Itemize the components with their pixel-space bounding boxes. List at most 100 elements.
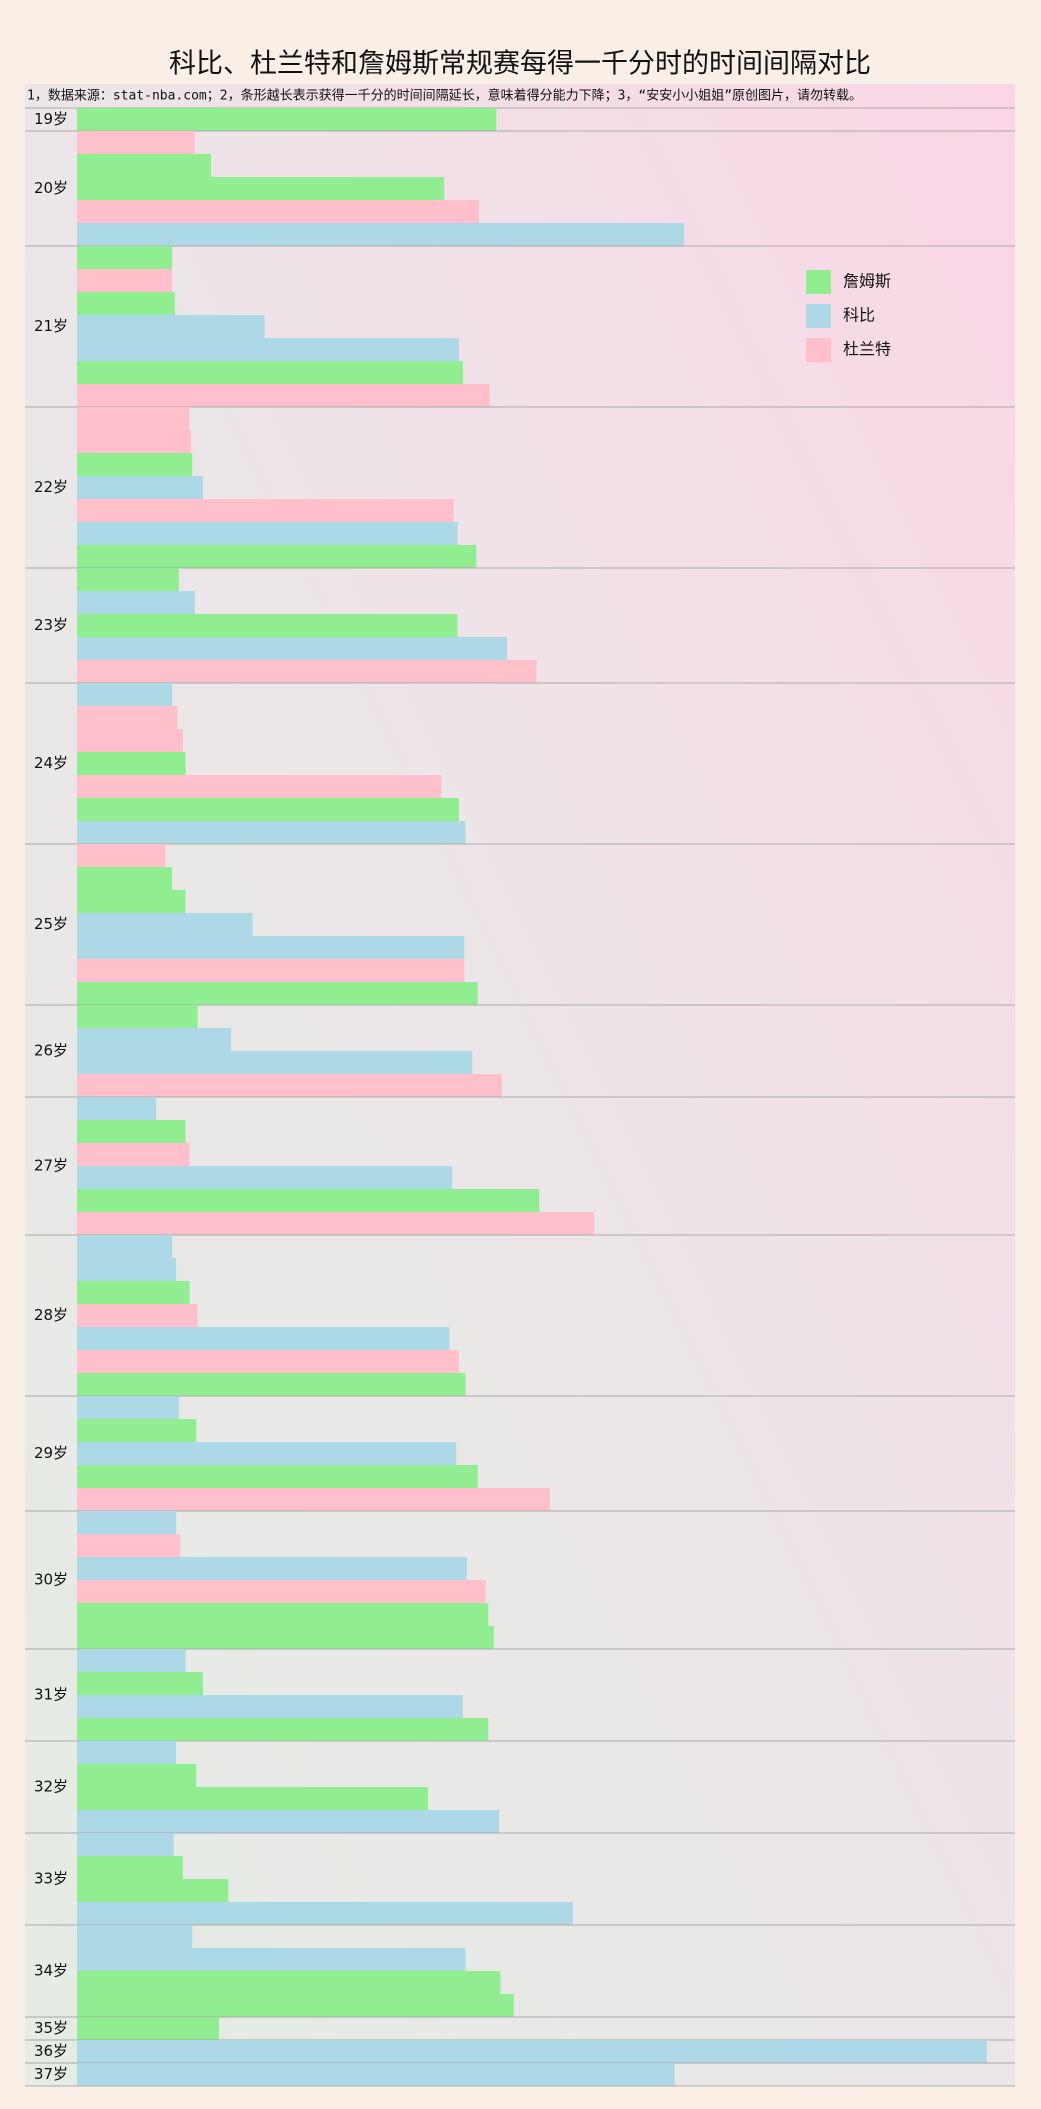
bar bbox=[77, 499, 454, 522]
bar bbox=[77, 1718, 489, 1741]
y-tick-label: 35岁 bbox=[34, 2019, 68, 2037]
bar bbox=[77, 1856, 183, 1879]
bar bbox=[77, 292, 175, 315]
bar bbox=[77, 223, 685, 246]
bar bbox=[77, 361, 463, 384]
bar bbox=[77, 1971, 501, 1994]
bar bbox=[77, 1626, 494, 1649]
legend-swatch bbox=[806, 338, 831, 362]
bar bbox=[77, 1948, 466, 1971]
bar bbox=[77, 1465, 478, 1488]
bar bbox=[77, 108, 497, 131]
bar bbox=[77, 1442, 457, 1465]
y-tick-label: 33岁 bbox=[34, 1870, 68, 1888]
y-tick-label: 29岁 bbox=[34, 1444, 68, 1462]
bar bbox=[77, 936, 465, 959]
bar bbox=[77, 1235, 173, 1258]
bar bbox=[77, 798, 459, 821]
bar bbox=[77, 131, 195, 154]
bar bbox=[77, 1833, 174, 1856]
bar bbox=[77, 683, 173, 706]
y-tick-label: 31岁 bbox=[34, 1686, 68, 1704]
bar bbox=[77, 1097, 157, 1120]
y-tick-label: 28岁 bbox=[34, 1306, 68, 1324]
bar bbox=[77, 660, 537, 683]
bar bbox=[77, 2040, 987, 2063]
bar bbox=[77, 775, 442, 798]
bar bbox=[77, 430, 191, 453]
y-tick-label: 26岁 bbox=[34, 1042, 68, 1060]
bar bbox=[77, 315, 265, 338]
bar bbox=[77, 1741, 177, 1764]
y-tick-label: 37岁 bbox=[34, 2065, 68, 2083]
y-tick-label: 24岁 bbox=[34, 754, 68, 772]
bar bbox=[77, 1028, 232, 1051]
bar bbox=[77, 1695, 463, 1718]
bar bbox=[77, 959, 465, 982]
bar bbox=[77, 1396, 179, 1419]
bar bbox=[77, 1787, 429, 1810]
bar bbox=[77, 1189, 540, 1212]
bar bbox=[77, 614, 458, 637]
bar bbox=[77, 867, 173, 890]
bar bbox=[77, 269, 173, 292]
bar bbox=[77, 1327, 450, 1350]
bar bbox=[77, 1511, 177, 1534]
bar bbox=[77, 384, 490, 407]
bar bbox=[77, 1580, 486, 1603]
y-tick-label: 25岁 bbox=[34, 915, 68, 933]
y-tick-label: 23岁 bbox=[34, 616, 68, 634]
bar bbox=[77, 706, 178, 729]
bar bbox=[77, 1879, 229, 1902]
bar bbox=[77, 1373, 466, 1396]
bar bbox=[77, 1074, 502, 1097]
bar bbox=[77, 338, 459, 361]
legend-label: 詹姆斯 bbox=[843, 272, 891, 291]
bar bbox=[77, 1120, 186, 1143]
bar bbox=[77, 200, 479, 223]
bar bbox=[77, 591, 195, 614]
bar bbox=[77, 1166, 453, 1189]
bar bbox=[77, 1557, 467, 1580]
bar bbox=[77, 752, 186, 775]
y-tick-label: 21岁 bbox=[34, 317, 68, 335]
bar bbox=[77, 1488, 551, 1511]
y-tick-label: 36岁 bbox=[34, 2042, 68, 2060]
bar bbox=[77, 913, 253, 936]
bar bbox=[77, 2017, 220, 2040]
bar bbox=[77, 1350, 459, 1373]
bar bbox=[77, 1212, 595, 1235]
bar bbox=[77, 637, 508, 660]
bar bbox=[77, 1649, 186, 1672]
bar bbox=[77, 890, 186, 913]
bar bbox=[77, 821, 466, 844]
y-tick-label: 20岁 bbox=[34, 179, 68, 197]
bar bbox=[77, 982, 478, 1005]
chart-title: 科比、杜兰特和詹姆斯常规赛每得一千分时的时间间隔对比 bbox=[169, 49, 871, 80]
legend-swatch bbox=[806, 270, 831, 294]
bar bbox=[77, 1764, 197, 1787]
y-tick-label: 22岁 bbox=[34, 478, 68, 496]
y-tick-label: 34岁 bbox=[34, 1962, 68, 1980]
bar bbox=[77, 177, 445, 200]
bar bbox=[77, 1902, 573, 1925]
bar bbox=[77, 1603, 489, 1626]
y-tick-label: 27岁 bbox=[34, 1157, 68, 1175]
legend-swatch bbox=[806, 304, 831, 328]
bar bbox=[77, 1810, 500, 1833]
bar bbox=[77, 154, 211, 177]
legend-label: 科比 bbox=[843, 306, 875, 325]
bar bbox=[77, 1143, 190, 1166]
bar bbox=[77, 522, 458, 545]
bar bbox=[77, 1281, 190, 1304]
bar bbox=[77, 844, 166, 867]
bar bbox=[77, 1672, 203, 1695]
bar bbox=[77, 1051, 473, 1074]
y-tick-label: 30岁 bbox=[34, 1571, 68, 1589]
bar bbox=[77, 407, 190, 430]
bar bbox=[77, 1005, 198, 1028]
bar bbox=[77, 1994, 514, 2017]
bar bbox=[77, 545, 477, 568]
bar bbox=[77, 1534, 181, 1557]
